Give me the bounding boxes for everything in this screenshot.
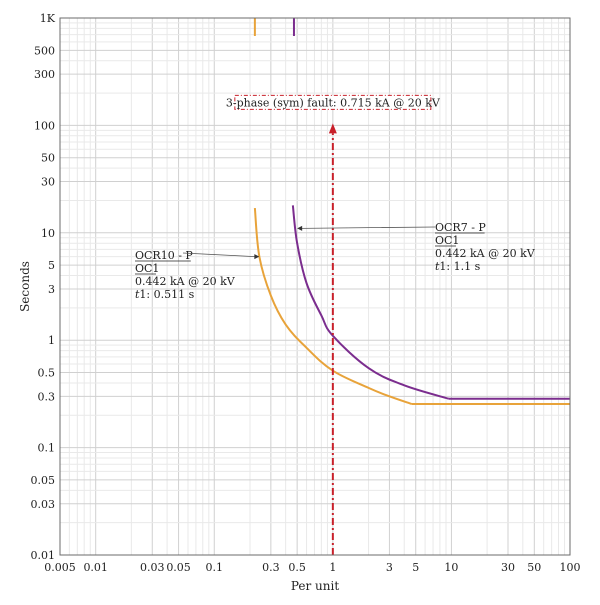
x-tick-label: 50: [527, 561, 541, 574]
x-tick-label: 0.3: [262, 561, 280, 574]
ocr10-p-curve: [253, 207, 412, 405]
x-tick-label: 0.005: [44, 561, 76, 574]
y-tick-label: 10: [41, 227, 55, 240]
x-tick-label: 3: [386, 561, 393, 574]
grid: [59, 17, 571, 556]
annotation-line: OC1: [435, 234, 459, 247]
annotation-title: OCR7 - P: [435, 221, 486, 234]
y-tick-label: 500: [34, 44, 55, 57]
x-tick-label: 0.5: [288, 561, 306, 574]
annotation-leader: [301, 226, 436, 229]
annotation-title: OCR10 - P: [135, 249, 193, 262]
x-tick-label: 100: [560, 561, 581, 574]
annotation-arrow-head: [254, 254, 260, 260]
y-tick-label: 0.05: [31, 474, 56, 487]
fault-arrow-head: [328, 123, 337, 134]
x-tick-label: 10: [444, 561, 458, 574]
annotation-line: t1: 0.511 s: [135, 288, 195, 301]
y-tick-label: 3: [48, 283, 55, 296]
x-tick-label: 0.01: [83, 561, 108, 574]
annotation-line: 0.442 kA @ 20 kV: [135, 275, 236, 288]
annotation-line: OC1: [135, 262, 159, 275]
x-tick-label: 1: [329, 561, 336, 574]
annotation-arrow-head: [297, 225, 303, 231]
y-tick-label: 0.5: [38, 367, 56, 380]
y-tick-label: 0.1: [38, 442, 56, 455]
x-tick-label: 0.05: [166, 561, 191, 574]
ocr7-p-curve: [291, 205, 450, 400]
x-tick-label: 0.03: [140, 561, 165, 574]
y-tick-label: 5: [48, 259, 55, 272]
x-axis-label: Per unit: [291, 579, 339, 593]
plot-frame: [59, 17, 571, 556]
y-tick-label: 300: [34, 68, 55, 81]
y-tick-label: 30: [41, 176, 55, 189]
y-tick-label: 50: [41, 152, 55, 165]
y-tick-label: 1K: [40, 12, 56, 25]
y-tick-label: 1: [48, 334, 55, 347]
tick-labels: 0.005 0.01 0.03 0.05 0.1 0.3 0.5 1 3 5 10 30 50 1000.…: [31, 12, 581, 574]
x-tick-label: 30: [501, 561, 515, 574]
series-layer: [253, 18, 570, 405]
annotation-line: 0.442 kA @ 20 kV: [435, 247, 536, 260]
y-axis-label: Seconds: [18, 261, 32, 312]
annotation-line: t1: 1.1 s: [435, 260, 481, 273]
y-tick-label: 0.3: [38, 390, 56, 403]
fault-label-box: [234, 94, 432, 110]
fault-layer: 3-phase (sym) fault: 0.715 kA @ 20 kV: [226, 94, 441, 555]
annotation-leader: [182, 252, 256, 258]
x-tick-label: 5: [412, 561, 419, 574]
y-tick-label: 0.01: [31, 549, 56, 562]
fault-label: 3-phase (sym) fault: 0.715 kA @ 20 kV: [226, 96, 441, 109]
y-tick-label: 0.03: [31, 498, 56, 511]
y-tick-label: 100: [34, 119, 55, 132]
x-tick-label: 0.1: [206, 561, 224, 574]
